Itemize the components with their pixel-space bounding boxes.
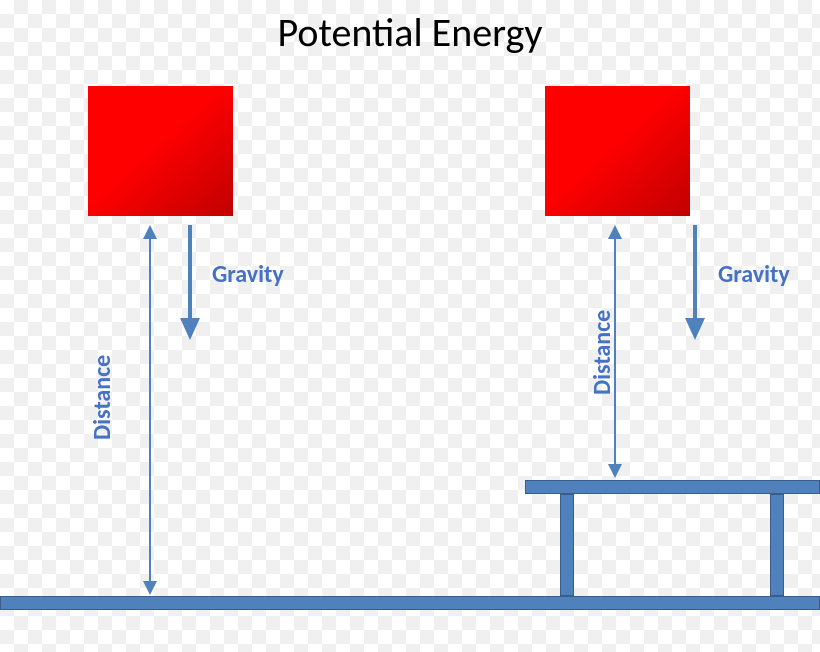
distance-label-right: Distance — [588, 310, 617, 395]
distance-label-left: Distance — [88, 355, 117, 440]
table-leg-right — [770, 494, 784, 596]
page-title: Potential Energy — [0, 8, 820, 57]
gravity-arrow-right — [681, 225, 709, 340]
gravity-label-left: Gravity — [212, 260, 284, 289]
ground-bar — [0, 596, 820, 610]
table-leg-left — [560, 494, 574, 596]
mass-box-left — [88, 86, 233, 216]
gravity-arrow-left — [176, 225, 204, 340]
mass-box-right — [545, 86, 690, 216]
gravity-label-right: Gravity — [718, 260, 790, 289]
table-top — [525, 480, 820, 494]
distance-arrow-left — [140, 225, 160, 595]
